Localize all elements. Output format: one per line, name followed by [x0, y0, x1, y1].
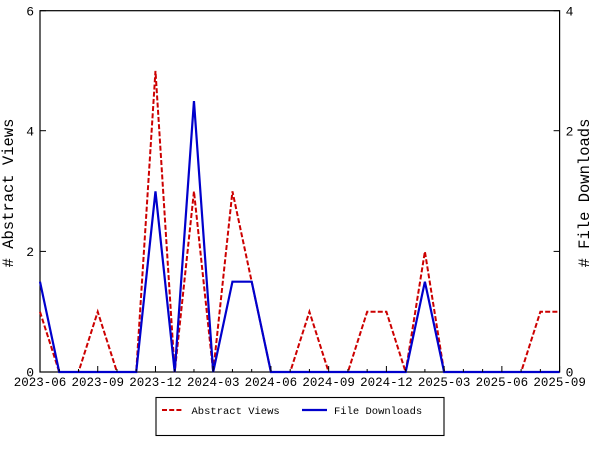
svg-text:# File Downloads: # File Downloads — [576, 119, 594, 268]
svg-text:2: 2 — [566, 125, 574, 140]
svg-text:2023-12: 2023-12 — [129, 376, 182, 390]
svg-text:Abstract Views: Abstract Views — [192, 406, 280, 418]
svg-text:2025-09: 2025-09 — [533, 376, 586, 390]
svg-text:6: 6 — [26, 5, 34, 20]
svg-text:2025-03: 2025-03 — [418, 376, 471, 390]
svg-text:2025-06: 2025-06 — [476, 376, 529, 390]
svg-text:2023-06: 2023-06 — [14, 376, 67, 390]
svg-text:2024-09: 2024-09 — [302, 376, 355, 390]
svg-text:2024-12: 2024-12 — [360, 376, 413, 390]
svg-text:4: 4 — [566, 5, 574, 20]
svg-text:2024-03: 2024-03 — [187, 376, 240, 390]
svg-text:# Abstract Views: # Abstract Views — [0, 119, 18, 268]
svg-text:2024-06: 2024-06 — [245, 376, 298, 390]
svg-text:File Downloads: File Downloads — [334, 406, 422, 418]
svg-text:4: 4 — [26, 125, 34, 140]
svg-text:2023-09: 2023-09 — [71, 376, 124, 390]
svg-text:2: 2 — [26, 245, 34, 260]
